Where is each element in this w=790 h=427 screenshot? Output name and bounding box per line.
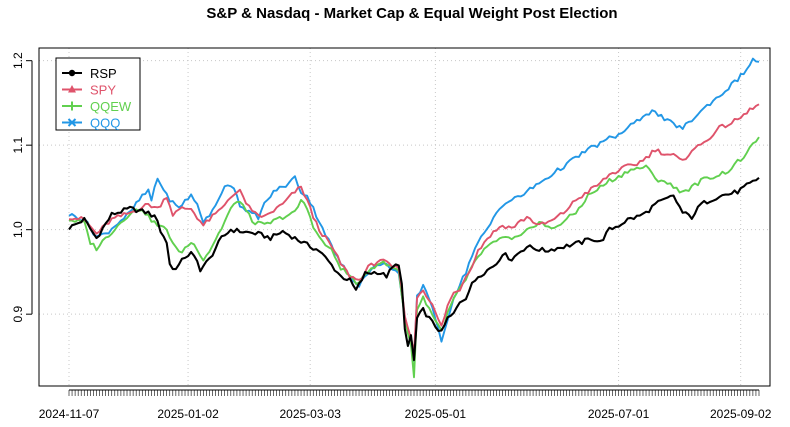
x-tick-label-3: 2025-05-01 (405, 407, 467, 421)
plot-frame (38, 47, 771, 387)
series-line-qqew (68, 136, 760, 379)
legend-marker-triangle (68, 85, 76, 93)
legend-marker-circle (68, 69, 76, 77)
legend-box (55, 57, 141, 131)
y-tick-label-3: 1.2 (11, 52, 25, 69)
legend-label-spy: SPY (90, 83, 116, 98)
series-line-spy (68, 103, 760, 354)
x-tick-label-4: 2025-07-01 (588, 407, 650, 421)
legend-label-qqq: QQQ (90, 116, 120, 131)
x-tick-label-0: 2024-11-07 (39, 407, 100, 421)
series-line-rsp (68, 176, 760, 362)
series-line-qqq (68, 57, 760, 363)
x-tick-label-2: 2025-03-03 (279, 407, 341, 421)
y-tick-label-1: 1.0 (11, 221, 25, 238)
x-tick-label-5: 2025-09-02 (710, 407, 772, 421)
y-tick-label-0: 0.9 (11, 306, 25, 323)
y-tick-label-2: 1.1 (11, 137, 25, 154)
legend-label-qqew: QQEW (90, 99, 132, 114)
axes: 0.9 1.0 1.1 1.2 2024-11-07 2025-01-02 2025-03-… (11, 52, 772, 421)
x-tick-label-1: 2025-01-02 (157, 407, 219, 421)
series-lines (68, 57, 760, 379)
legend-marker-plus (67, 101, 77, 111)
legend-label-rsp: RSP (90, 66, 117, 81)
chart-title: S&P & Nasdaq - Market Cap & Equal Weight… (206, 5, 617, 22)
legend-marker-cross (67, 118, 77, 127)
